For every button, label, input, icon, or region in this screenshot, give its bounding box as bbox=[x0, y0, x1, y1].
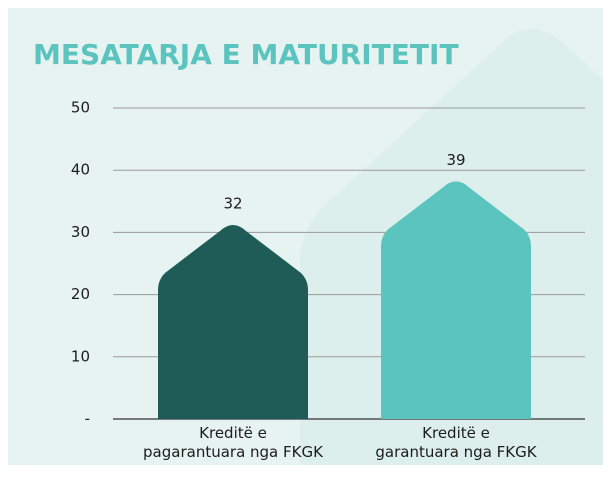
y-tick-label: 30 bbox=[71, 223, 90, 241]
bar bbox=[158, 224, 308, 419]
value-label: 32 bbox=[223, 194, 242, 212]
y-tick-label: 50 bbox=[71, 99, 90, 117]
y-tick-label: 40 bbox=[71, 161, 90, 179]
y-tick-label: 20 bbox=[71, 285, 90, 303]
x-tick-label: Kreditë e garantuara nga FKGK bbox=[375, 424, 537, 461]
chart-title: MESATARJA E MATURITETIT bbox=[33, 38, 459, 71]
y-tick-label: - bbox=[85, 410, 90, 428]
y-tick-label: 10 bbox=[71, 347, 90, 365]
x-tick-label: Kreditë e pagarantuara nga FKGK bbox=[143, 424, 323, 461]
value-label: 39 bbox=[446, 151, 465, 169]
bar bbox=[381, 181, 531, 419]
